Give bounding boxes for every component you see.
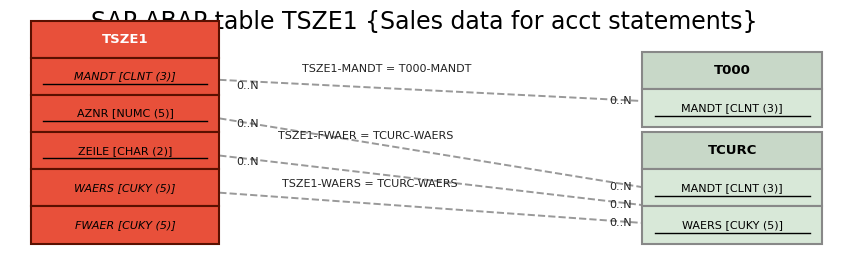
Text: MANDT [CLNT (3)]: MANDT [CLNT (3)] bbox=[682, 183, 783, 193]
Text: 0..N: 0..N bbox=[236, 157, 259, 167]
FancyBboxPatch shape bbox=[31, 169, 219, 207]
Text: AZNR [NUMC (5)]: AZNR [NUMC (5)] bbox=[76, 108, 173, 118]
FancyBboxPatch shape bbox=[643, 90, 823, 126]
FancyBboxPatch shape bbox=[643, 169, 823, 207]
Text: 0..N: 0..N bbox=[236, 81, 259, 91]
FancyBboxPatch shape bbox=[643, 132, 823, 169]
Text: ZEILE [CHAR (2)]: ZEILE [CHAR (2)] bbox=[78, 146, 172, 156]
Text: T000: T000 bbox=[714, 64, 751, 77]
FancyBboxPatch shape bbox=[643, 52, 823, 90]
Text: SAP ABAP table TSZE1 {Sales data for acct statements}: SAP ABAP table TSZE1 {Sales data for acc… bbox=[91, 10, 758, 34]
FancyBboxPatch shape bbox=[31, 132, 219, 169]
Text: 0..N: 0..N bbox=[610, 182, 633, 192]
Text: 0..N: 0..N bbox=[236, 120, 259, 130]
Text: 0..N: 0..N bbox=[610, 96, 633, 106]
Text: TSZE1-FWAER = TCURC-WAERS: TSZE1-FWAER = TCURC-WAERS bbox=[278, 131, 453, 141]
Text: 0..N: 0..N bbox=[610, 200, 633, 210]
FancyBboxPatch shape bbox=[643, 207, 823, 244]
Text: TSZE1: TSZE1 bbox=[102, 33, 149, 46]
Text: TSZE1-MANDT = T000-MANDT: TSZE1-MANDT = T000-MANDT bbox=[302, 64, 471, 74]
Text: WAERS [CUKY (5)]: WAERS [CUKY (5)] bbox=[682, 220, 783, 230]
FancyBboxPatch shape bbox=[31, 58, 219, 95]
FancyBboxPatch shape bbox=[31, 207, 219, 244]
Text: FWAER [CUKY (5)]: FWAER [CUKY (5)] bbox=[75, 220, 176, 230]
Text: WAERS [CUKY (5)]: WAERS [CUKY (5)] bbox=[75, 183, 176, 193]
FancyBboxPatch shape bbox=[31, 95, 219, 132]
Text: TSZE1-WAERS = TCURC-WAERS: TSZE1-WAERS = TCURC-WAERS bbox=[282, 179, 458, 189]
Text: TCURC: TCURC bbox=[707, 144, 757, 157]
Text: 0..N: 0..N bbox=[610, 218, 633, 228]
Text: MANDT [CLNT (3)]: MANDT [CLNT (3)] bbox=[682, 103, 783, 113]
Text: MANDT [CLNT (3)]: MANDT [CLNT (3)] bbox=[74, 71, 176, 81]
FancyBboxPatch shape bbox=[31, 21, 219, 58]
